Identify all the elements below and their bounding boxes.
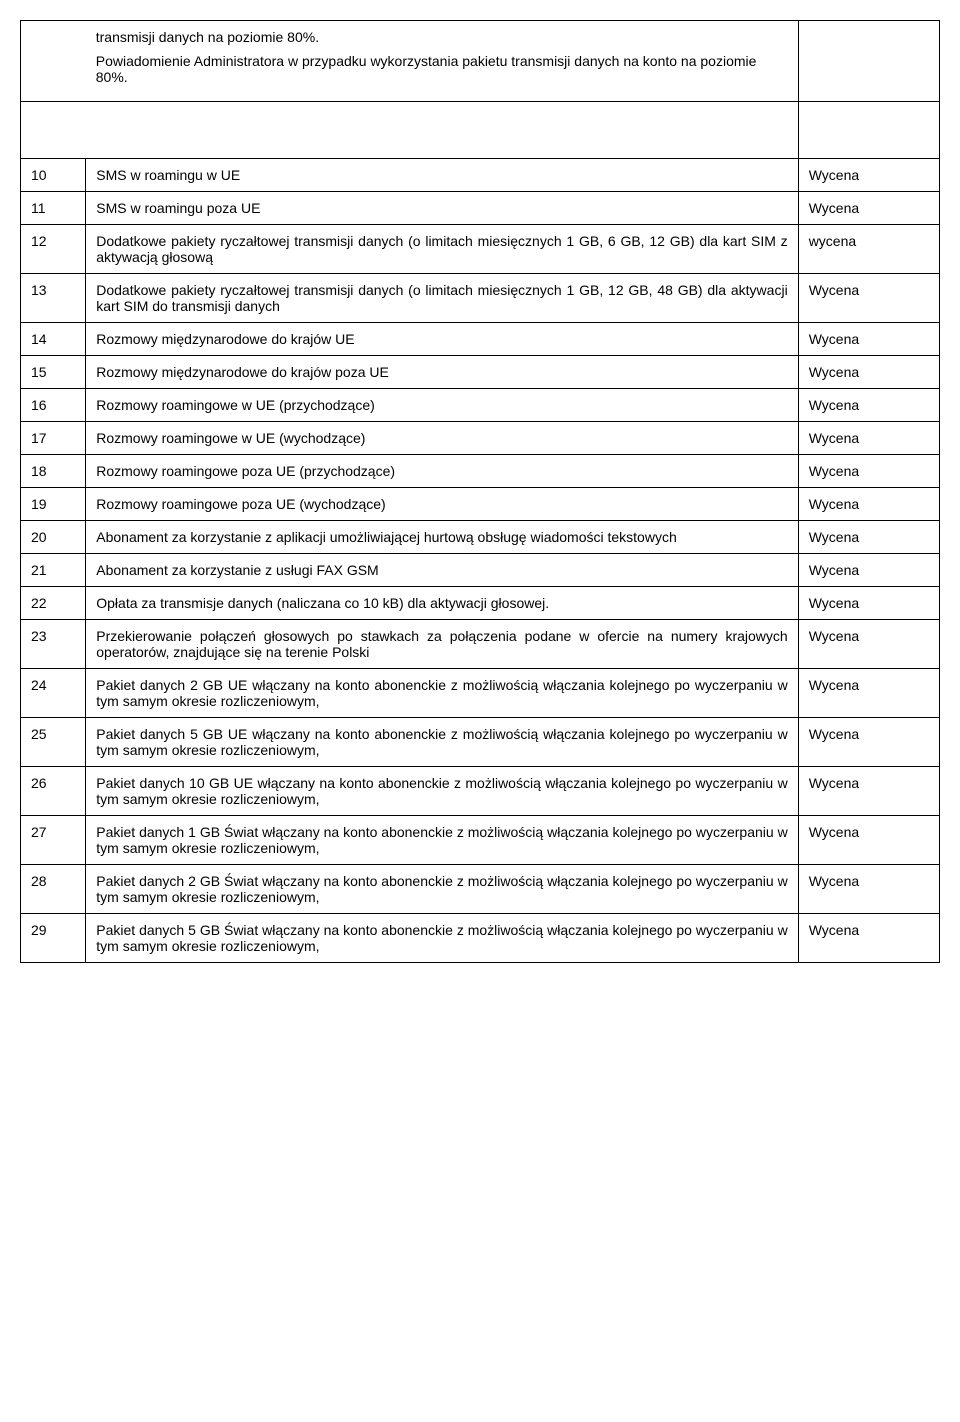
row-value: Wycena (798, 159, 939, 192)
table-row: 23Przekierowanie połączeń głosowych po s… (21, 620, 940, 669)
row-value: wycena (798, 225, 939, 274)
intro-value-cell (798, 21, 939, 102)
table-row: 20Abonament za korzystanie z aplikacji u… (21, 521, 940, 554)
row-number: 16 (21, 389, 86, 422)
row-description: Dodatkowe pakiety ryczałtowej transmisji… (86, 225, 798, 274)
intro-spacer-val (798, 102, 939, 159)
table-row: 12Dodatkowe pakiety ryczałtowej transmis… (21, 225, 940, 274)
row-description: Pakiet danych 5 GB Świat włączany na kon… (86, 914, 798, 963)
intro-spacer-row (21, 102, 940, 159)
table-row: 26Pakiet danych 10 GB UE włączany na kon… (21, 767, 940, 816)
row-value: Wycena (798, 274, 939, 323)
row-description: Pakiet danych 10 GB UE włączany na konto… (86, 767, 798, 816)
row-description: Opłata za transmisje danych (naliczana c… (86, 587, 798, 620)
row-number: 24 (21, 669, 86, 718)
row-value: Wycena (798, 718, 939, 767)
row-number: 27 (21, 816, 86, 865)
intro-desc-cell: transmisji danych na poziomie 80%. Powia… (86, 21, 798, 102)
intro-line-1: transmisji danych na poziomie 80%. (96, 29, 788, 45)
row-description: Rozmowy roamingowe w UE (wychodzące) (86, 422, 798, 455)
table-row: 24Pakiet danych 2 GB UE włączany na kont… (21, 669, 940, 718)
table-row: 13Dodatkowe pakiety ryczałtowej transmis… (21, 274, 940, 323)
table-row: 17Rozmowy roamingowe w UE (wychodzące)Wy… (21, 422, 940, 455)
row-number: 28 (21, 865, 86, 914)
row-description: SMS w roamingu w UE (86, 159, 798, 192)
row-value: Wycena (798, 816, 939, 865)
table-row: 29Pakiet danych 5 GB Świat włączany na k… (21, 914, 940, 963)
row-value: Wycena (798, 192, 939, 225)
row-value: Wycena (798, 356, 939, 389)
table-row: 25Pakiet danych 5 GB UE włączany na kont… (21, 718, 940, 767)
row-description: Rozmowy roamingowe poza UE (przychodzące… (86, 455, 798, 488)
row-number: 11 (21, 192, 86, 225)
table-row: 27Pakiet danych 1 GB Świat włączany na k… (21, 816, 940, 865)
intro-num-cell (21, 21, 86, 102)
row-number: 21 (21, 554, 86, 587)
table-row: 19Rozmowy roamingowe poza UE (wychodzące… (21, 488, 940, 521)
table-row: 16Rozmowy roamingowe w UE (przychodzące)… (21, 389, 940, 422)
intro-spacer-num (21, 102, 86, 159)
row-description: Przekierowanie połączeń głosowych po sta… (86, 620, 798, 669)
row-number: 13 (21, 274, 86, 323)
row-description: Pakiet danych 2 GB UE włączany na konto … (86, 669, 798, 718)
row-number: 29 (21, 914, 86, 963)
row-value: Wycena (798, 488, 939, 521)
row-number: 20 (21, 521, 86, 554)
row-number: 12 (21, 225, 86, 274)
intro-row: transmisji danych na poziomie 80%. Powia… (21, 21, 940, 102)
row-value: Wycena (798, 422, 939, 455)
table-row: 15Rozmowy międzynarodowe do krajów poza … (21, 356, 940, 389)
row-value: Wycena (798, 389, 939, 422)
table-row: 11SMS w roamingu poza UEWycena (21, 192, 940, 225)
intro-spacer-desc (86, 102, 798, 159)
pricing-table: transmisji danych na poziomie 80%. Powia… (20, 20, 940, 963)
row-number: 14 (21, 323, 86, 356)
row-value: Wycena (798, 323, 939, 356)
table-row: 18Rozmowy roamingowe poza UE (przychodzą… (21, 455, 940, 488)
row-number: 23 (21, 620, 86, 669)
table-row: 22Opłata za transmisje danych (naliczana… (21, 587, 940, 620)
row-number: 26 (21, 767, 86, 816)
row-description: Dodatkowe pakiety ryczałtowej transmisji… (86, 274, 798, 323)
row-description: Pakiet danych 5 GB UE włączany na konto … (86, 718, 798, 767)
row-number: 10 (21, 159, 86, 192)
row-description: SMS w roamingu poza UE (86, 192, 798, 225)
row-value: Wycena (798, 669, 939, 718)
table-row: 10SMS w roamingu w UEWycena (21, 159, 940, 192)
row-number: 18 (21, 455, 86, 488)
row-value: Wycena (798, 455, 939, 488)
row-value: Wycena (798, 865, 939, 914)
row-description: Rozmowy roamingowe w UE (przychodzące) (86, 389, 798, 422)
row-value: Wycena (798, 554, 939, 587)
table-row: 14Rozmowy międzynarodowe do krajów UEWyc… (21, 323, 940, 356)
row-number: 15 (21, 356, 86, 389)
row-description: Rozmowy roamingowe poza UE (wychodzące) (86, 488, 798, 521)
row-number: 22 (21, 587, 86, 620)
row-number: 19 (21, 488, 86, 521)
row-value: Wycena (798, 521, 939, 554)
row-number: 17 (21, 422, 86, 455)
row-value: Wycena (798, 914, 939, 963)
row-description: Rozmowy międzynarodowe do krajów poza UE (86, 356, 798, 389)
row-value: Wycena (798, 587, 939, 620)
row-value: Wycena (798, 767, 939, 816)
intro-line-2: Powiadomienie Administratora w przypadku… (96, 53, 788, 85)
table-row: 28Pakiet danych 2 GB Świat włączany na k… (21, 865, 940, 914)
row-description: Rozmowy międzynarodowe do krajów UE (86, 323, 798, 356)
row-description: Pakiet danych 1 GB Świat włączany na kon… (86, 816, 798, 865)
row-description: Abonament za korzystanie z usługi FAX GS… (86, 554, 798, 587)
row-description: Abonament za korzystanie z aplikacji umo… (86, 521, 798, 554)
table-row: 21Abonament za korzystanie z usługi FAX … (21, 554, 940, 587)
row-description: Pakiet danych 2 GB Świat włączany na kon… (86, 865, 798, 914)
row-value: Wycena (798, 620, 939, 669)
row-number: 25 (21, 718, 86, 767)
